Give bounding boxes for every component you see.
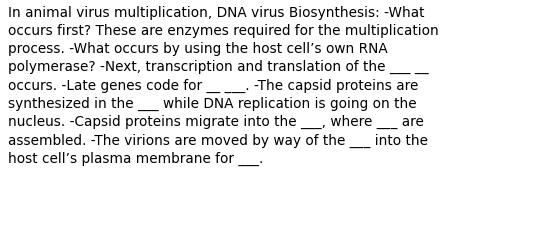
Text: In animal virus multiplication, DNA virus Biosynthesis: -What
occurs first? Thes: In animal virus multiplication, DNA viru… [8, 6, 439, 165]
